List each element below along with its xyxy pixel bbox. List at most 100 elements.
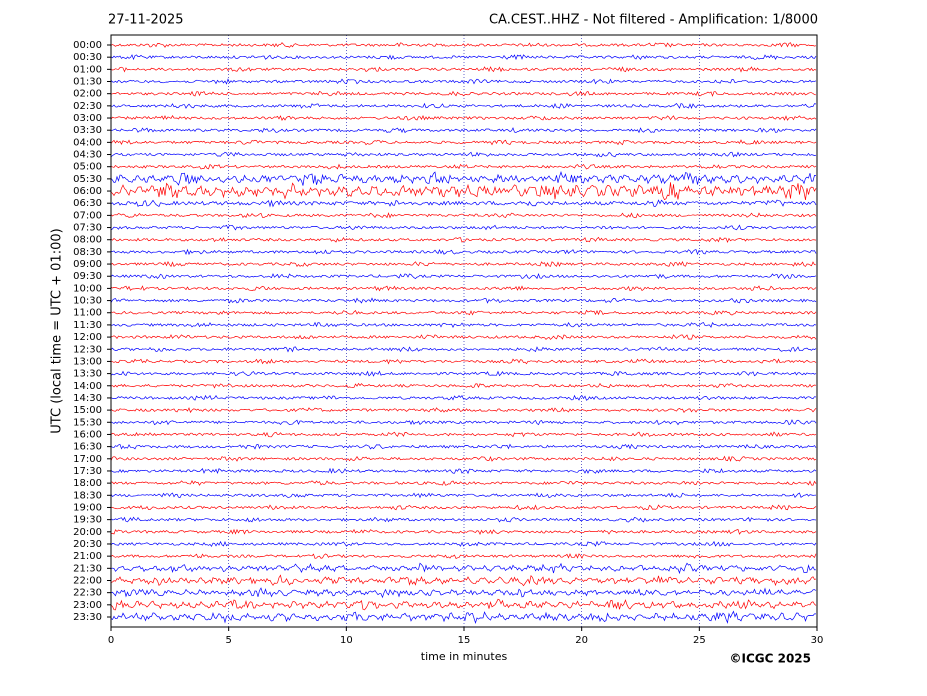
x-tick-label: 30 [811,635,824,646]
y-tick-label: 16:00 [73,429,102,440]
y-tick-label: 17:00 [73,454,102,465]
x-tick-label: 10 [340,635,353,646]
trace [110,553,817,559]
plot-frame [110,34,818,628]
y-tick-label: 05:30 [73,174,102,185]
y-tick-label: 10:00 [73,283,102,294]
trace [110,382,817,389]
y-tick-label: 23:30 [73,612,102,623]
trace [110,467,817,475]
y-tick-label: 17:30 [73,466,102,477]
y-tick-label: 11:00 [73,308,102,319]
trace [110,272,817,280]
y-tick-label: 03:30 [73,125,102,136]
y-tick-label: 00:30 [73,52,102,63]
x-axis-label: time in minutes [421,650,508,663]
trace [110,127,817,134]
trace [110,516,817,523]
y-tick-label: 23:00 [73,600,102,611]
trace [110,248,817,256]
trace [110,504,817,511]
trace [110,431,817,438]
chart-title: CA.CEST..HHZ - Not filtered - Amplificat… [489,13,818,28]
trace [110,309,817,316]
trace [110,587,817,599]
trace [110,115,817,121]
y-tick-label: 15:30 [73,417,102,428]
y-tick-label: 01:30 [73,77,102,88]
trace [110,163,817,170]
x-tick-label: 25 [693,635,706,646]
trace [110,370,817,377]
trace [110,528,817,535]
trace [110,610,817,624]
y-tick-label: 02:30 [73,101,102,112]
trace [110,139,817,146]
trace [110,480,817,486]
y-tick-label: 12:00 [73,332,102,343]
y-tick-label: 19:30 [73,515,102,526]
trace [110,285,817,292]
y-tick-label: 11:30 [73,320,102,331]
trace [110,358,817,365]
trace [110,574,817,587]
y-tick-label: 00:00 [73,40,102,51]
y-tick-label: 02:00 [73,89,102,100]
trace [110,492,817,499]
trace [110,540,817,547]
trace [110,455,817,462]
trace [110,42,817,48]
trace [110,419,817,426]
y-tick-label: 14:30 [73,393,102,404]
y-tick-label: 20:30 [73,539,102,550]
y-tick-label: 06:30 [73,198,102,209]
trace [110,297,817,304]
x-tick-label: 5 [225,635,231,646]
trace [110,394,817,401]
traces [110,35,817,627]
trace [110,334,817,340]
trace [110,562,817,575]
y-tick-label: 04:00 [73,137,102,148]
y-tick-label: 13:30 [73,369,102,380]
y-tick-label: 20:00 [73,527,102,538]
y-tick-label: 08:00 [73,235,102,246]
y-tick-label: 13:00 [73,356,102,367]
y-tick-label: 01:00 [73,64,102,75]
y-tick-label: 10:30 [73,296,102,307]
x-tick-label: 20 [575,635,588,646]
chart-date: 27-11-2025 [108,13,184,28]
trace [110,407,817,414]
y-tick-label: 07:30 [73,223,102,234]
y-tick-label: 08:30 [73,247,102,258]
y-tick-label: 04:30 [73,150,102,161]
trace [110,170,817,186]
trace [110,182,817,201]
y-tick-label: 09:30 [73,271,102,282]
y-tick-label: 21:30 [73,563,102,574]
trace [110,321,817,328]
trace [110,443,817,450]
trace [110,260,817,268]
x-tick-label: 0 [108,635,114,646]
y-tick-label: 19:00 [73,502,102,513]
y-tick-label: 16:30 [73,442,102,453]
y-tick-label: 18:00 [73,478,102,489]
y-tick-label: 06:00 [73,186,102,197]
y-tick-label: 21:00 [73,551,102,562]
y-tick-label: 22:00 [73,575,102,586]
trace [110,102,817,109]
y-tick-label: 14:00 [73,381,102,392]
trace [110,78,817,85]
trace [110,236,817,244]
trace [110,224,816,231]
y-tick-label: 09:00 [73,259,102,270]
y-tick-label: 18:30 [73,490,102,501]
trace [110,199,817,208]
trace [110,598,817,611]
trace [110,346,817,353]
trace [110,151,817,158]
y-tick-label: 07:00 [73,210,102,221]
y-axis-label: UTC (local time = UTC + 01:00) [50,228,65,433]
